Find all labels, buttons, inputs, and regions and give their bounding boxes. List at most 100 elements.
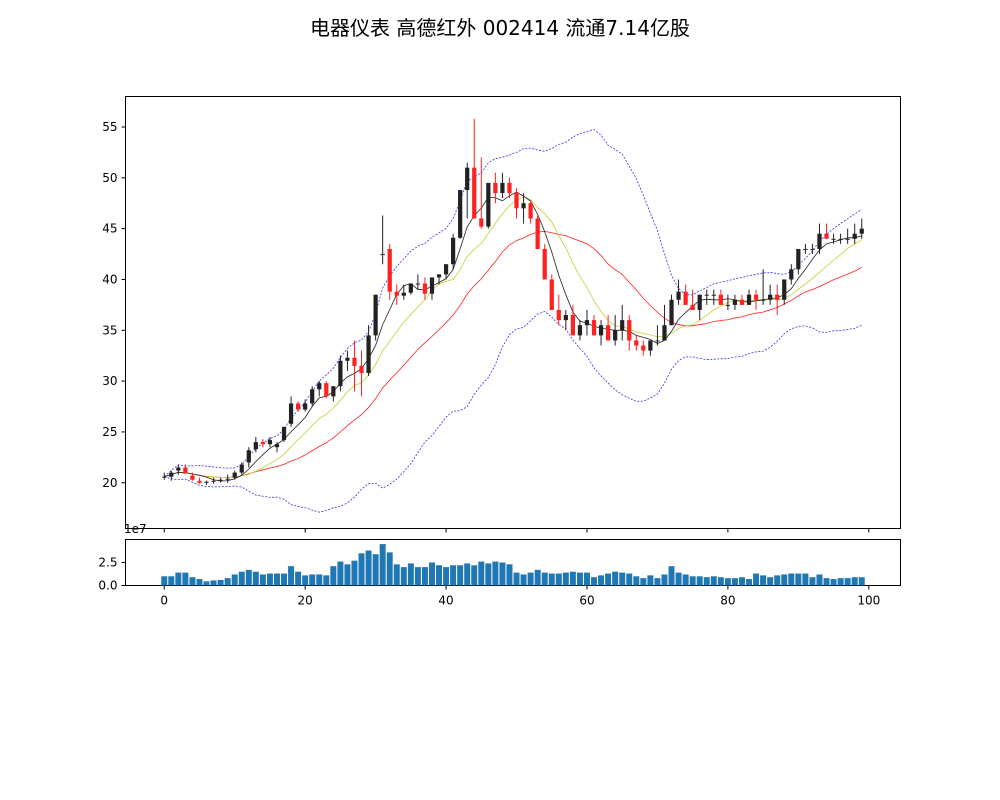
volume-bar xyxy=(330,566,337,586)
candle-body xyxy=(725,304,730,306)
volume-bar xyxy=(344,564,351,586)
volume-bar xyxy=(774,575,781,586)
volume-bar xyxy=(337,561,344,586)
volume-bar xyxy=(520,574,527,586)
volume-bar xyxy=(513,572,520,586)
volume-bar xyxy=(217,579,224,586)
bollinger-upper-line xyxy=(163,129,862,477)
volume-bar xyxy=(696,576,703,586)
candle-body xyxy=(641,345,646,351)
volume-bar xyxy=(851,577,858,586)
volume-bar xyxy=(252,571,259,586)
candle-body xyxy=(479,218,484,227)
volume-bar xyxy=(633,576,640,586)
volume-bar xyxy=(802,573,809,586)
x-tick-label: 80 xyxy=(720,594,735,608)
candle-body xyxy=(535,218,540,249)
candle-body xyxy=(521,203,526,209)
volume-bar xyxy=(795,573,802,586)
candle-body xyxy=(162,476,167,478)
volume-bar xyxy=(647,575,654,586)
candle-body xyxy=(176,467,181,471)
volume-bar xyxy=(414,567,421,586)
volume-y-tick-label: 0.0 xyxy=(98,579,117,593)
candle-body xyxy=(598,325,604,336)
x-tick-label: 100 xyxy=(857,594,880,608)
volume-bar xyxy=(196,579,203,586)
candle-body xyxy=(458,190,463,238)
candle-body xyxy=(549,279,554,310)
candle-body xyxy=(246,450,251,463)
candle-body xyxy=(429,277,435,294)
candle-body xyxy=(859,228,864,234)
volume-bar xyxy=(760,575,767,586)
candle-body xyxy=(500,182,505,194)
volume-bar xyxy=(837,578,844,586)
candle-body xyxy=(218,479,223,481)
candle-body xyxy=(401,292,406,296)
candle-body xyxy=(845,238,850,240)
x-tick-label: 0 xyxy=(160,594,168,608)
volume-bar xyxy=(710,576,717,586)
candle-body xyxy=(352,357,357,366)
candle-body xyxy=(443,264,449,275)
volume-bar xyxy=(182,572,189,586)
volume-bar xyxy=(753,573,760,586)
candle-body xyxy=(803,248,808,250)
candle-body xyxy=(190,475,195,480)
candle-body xyxy=(761,299,766,301)
volume-bar xyxy=(288,566,295,586)
volume-bar xyxy=(245,569,252,586)
candle-body xyxy=(387,248,392,292)
volume-bar xyxy=(238,571,245,586)
volume-bar xyxy=(421,567,428,586)
volume-bar xyxy=(569,571,576,586)
candle-body xyxy=(394,291,399,296)
volume-bar xyxy=(661,574,668,586)
volume-bar xyxy=(379,544,386,586)
candle-body xyxy=(274,444,280,448)
volume-bar xyxy=(548,573,555,586)
price-y-tick-label: 30 xyxy=(102,374,117,388)
candle-body xyxy=(739,299,745,305)
candle-body xyxy=(260,442,265,445)
volume-bar xyxy=(161,576,168,586)
candle-body xyxy=(415,283,420,285)
candle-body xyxy=(556,309,561,321)
candle-body xyxy=(570,315,575,336)
candle-body xyxy=(718,294,723,305)
volume-bar xyxy=(309,574,316,586)
volume-bar xyxy=(562,572,569,586)
volume-bar xyxy=(492,561,499,586)
candle-body xyxy=(620,320,625,331)
candle-body xyxy=(753,294,759,300)
price-y-tick-label: 25 xyxy=(102,425,117,439)
volume-bar xyxy=(316,574,323,586)
candle-body xyxy=(655,340,660,342)
ma20-line xyxy=(164,230,862,478)
ma10-line xyxy=(164,196,862,478)
volume-bar xyxy=(816,574,823,586)
volume-bar xyxy=(788,573,795,586)
candle-body xyxy=(591,320,597,336)
price-y-tick-label: 35 xyxy=(102,323,117,337)
candle-body xyxy=(169,472,174,477)
candle-body xyxy=(563,315,568,321)
candle-body xyxy=(648,340,653,351)
candle-body xyxy=(782,279,787,300)
volume-bar xyxy=(717,577,724,586)
candle-body xyxy=(211,480,216,482)
candle-body xyxy=(683,291,688,305)
candle-body xyxy=(824,233,829,239)
candle-body xyxy=(662,325,667,341)
volume-bar xyxy=(576,572,583,586)
chart-title: 电器仪表 高德红外 002414 流通7.14亿股 xyxy=(310,16,690,40)
volume-bar xyxy=(626,573,633,586)
candle-body xyxy=(303,403,308,410)
candle-body xyxy=(606,325,611,341)
volume-bar xyxy=(619,572,626,586)
candle-body xyxy=(324,383,329,397)
volume-bar xyxy=(323,575,330,586)
candle-body xyxy=(366,335,371,373)
candle-body xyxy=(296,403,301,410)
